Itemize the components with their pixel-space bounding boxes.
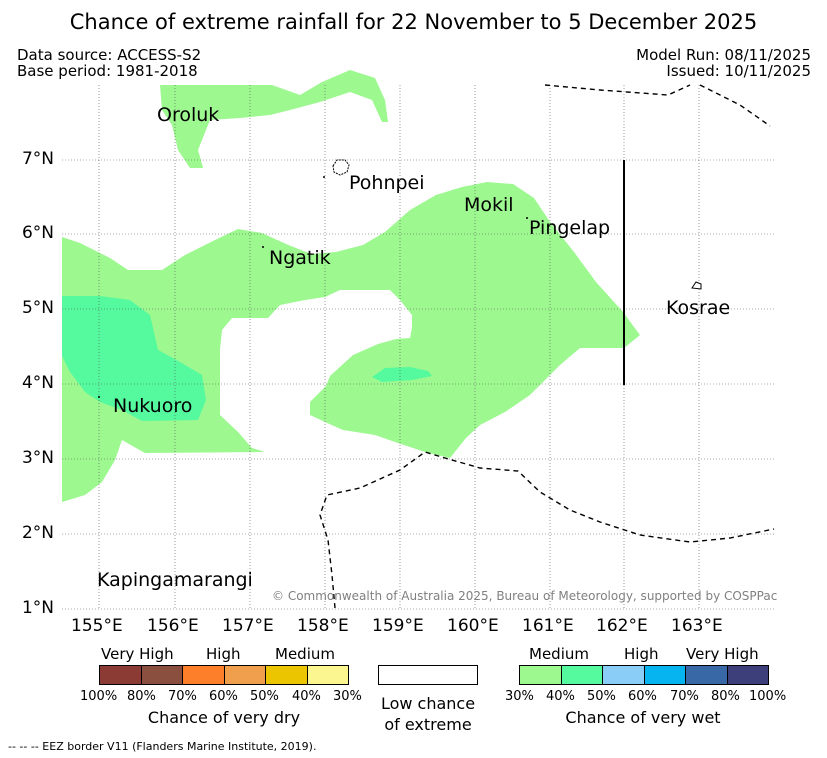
lat-label-5: 5°N (21, 298, 54, 318)
dry-pct-30: 30% (333, 689, 362, 704)
wet-swatch-3 (643, 665, 686, 685)
dry-cat-very-high: Very High (101, 645, 174, 663)
dry-cat-medium: Medium (275, 645, 335, 663)
dry-pct-100: 100% (80, 689, 118, 704)
lon-label-162: 162°E (596, 616, 648, 636)
wet-pct-70: 70% (670, 689, 699, 704)
copyright-notice: © Commonwealth of Australia 2025, Bureau… (272, 589, 778, 603)
place-nukuoro: Nukuoro (113, 395, 193, 417)
wet-pct-40: 40% (546, 689, 575, 704)
dry-pct-70: 70% (168, 689, 197, 704)
place-kapingamarangi: Kapingamarangi (97, 569, 253, 591)
lon-label-156: 156°E (147, 616, 199, 636)
kosrae-island (691, 281, 702, 290)
ngatik-dot (262, 246, 264, 248)
dry-caption: Chance of very dry (147, 708, 301, 727)
map-title: Chance of extreme rainfall for 22 Novemb… (69, 10, 758, 34)
wet-pct-100: 100% (749, 689, 787, 704)
rainfall-map (62, 70, 775, 610)
wet-cat-very-high: Very High (686, 645, 759, 663)
lat-label-6: 6°N (21, 223, 54, 243)
lon-label-161: 161°E (522, 616, 574, 636)
place-mokil: Mokil (464, 194, 514, 216)
lon-label-160: 160°E (447, 616, 499, 636)
wet-cat-medium: Medium (529, 645, 589, 663)
eez-border-south (319, 451, 775, 609)
wet-region-30-40 (62, 182, 640, 502)
dry-pct-80: 80% (127, 689, 156, 704)
wet-swatch-2 (602, 665, 645, 685)
issued-date: Issued: 10/11/2025 (666, 62, 811, 80)
data-source: Data source: ACCESS-S2 (17, 46, 202, 64)
lon-label-158: 158°E (297, 616, 349, 636)
wet-caption: Chance of very wet (565, 708, 721, 727)
dry-swatch-1 (140, 665, 183, 685)
place-ngatik: Ngatik (269, 247, 331, 269)
eez-border-north (544, 84, 771, 127)
neutral-swatch (378, 665, 478, 685)
wet-pct-30: 30% (505, 689, 534, 704)
wet-region-40-50-east (372, 367, 432, 382)
base-period: Base period: 1981-2018 (17, 62, 198, 80)
model-run: Model Run: 08/11/2025 (636, 46, 811, 64)
pohnpei-island (332, 159, 350, 176)
eez-footnote: -- -- -- EEZ border V11 (Flanders Marine… (8, 740, 317, 753)
place-kosrae: Kosrae (666, 297, 731, 319)
wet-region-40-50 (62, 296, 206, 421)
wet-swatch-0 (519, 665, 562, 685)
lat-label-3: 3°N (21, 448, 54, 468)
nukuoro-dot (98, 396, 100, 398)
wet-cat-high: High (624, 645, 659, 663)
ant-atoll-dot (323, 176, 325, 178)
pingelap-dot (526, 217, 528, 219)
lon-label-155: 155°E (71, 616, 123, 636)
wet-pct-80: 80% (711, 689, 740, 704)
place-pingelap: Pingelap (529, 217, 611, 239)
dry-cat-high: High (206, 645, 241, 663)
dry-pct-40: 40% (292, 689, 321, 704)
neutral-caption-1: Low chance (380, 694, 476, 713)
lat-label-7: 7°N (21, 149, 54, 169)
dry-swatch-4 (265, 665, 308, 685)
lon-label-163: 163°E (671, 616, 723, 636)
wet-region-oroluk (160, 70, 388, 168)
lon-label-157: 157°E (222, 616, 274, 636)
place-oroluk: Oroluk (157, 104, 220, 126)
dry-pct-60: 60% (209, 689, 238, 704)
dry-swatch-2 (182, 665, 225, 685)
wet-pct-60: 60% (628, 689, 657, 704)
wet-swatch-1 (560, 665, 603, 685)
lat-label-1: 1°N (21, 598, 54, 618)
graticule (62, 85, 774, 610)
dry-pct-50: 50% (250, 689, 279, 704)
place-pohnpei: Pohnpei (349, 172, 425, 194)
lon-label-159: 159°E (372, 616, 424, 636)
lat-label-2: 2°N (21, 523, 54, 543)
dry-swatch-0 (99, 665, 142, 685)
neutral-caption-2: of extreme (384, 715, 472, 734)
dry-swatch-3 (223, 665, 266, 685)
wet-pct-50: 50% (587, 689, 616, 704)
wet-swatch-4 (685, 665, 728, 685)
dry-swatch-5 (306, 665, 349, 685)
lat-label-4: 4°N (21, 373, 54, 393)
wet-swatch-5 (726, 665, 769, 685)
